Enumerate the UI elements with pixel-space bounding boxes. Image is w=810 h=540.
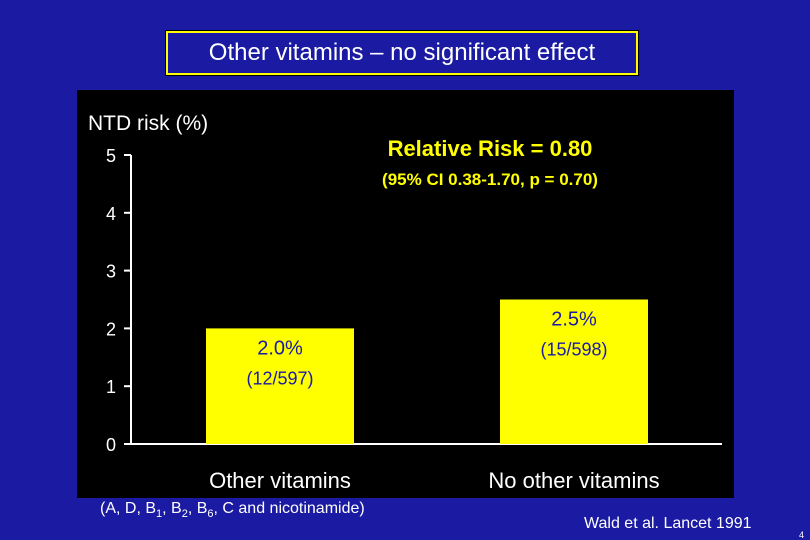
- y-axis-label: NTD risk (%): [88, 112, 208, 135]
- bar-count-label: (12/597): [246, 368, 313, 388]
- relative-risk-annotation: Relative Risk = 0.80: [388, 136, 593, 161]
- citation: Wald et al. Lancet 1991: [584, 515, 752, 532]
- y-tick-label: 0: [106, 435, 116, 455]
- y-tick-label: 2: [106, 319, 116, 339]
- bar-count-label: (15/598): [540, 340, 607, 360]
- bar-value-label: 2.0%: [257, 337, 303, 359]
- x-category-label: Other vitamins: [209, 468, 351, 493]
- bar-value-label: 2.5%: [551, 309, 597, 331]
- y-tick-label: 1: [106, 377, 116, 397]
- x-category-label: No other vitamins: [488, 468, 659, 493]
- y-tick-label: 3: [106, 262, 116, 282]
- vitamin-footnote: (A, D, B1, B2, B6, C and nicotinamide): [100, 500, 365, 521]
- y-tick-label: 5: [106, 146, 116, 166]
- y-tick-label: 4: [106, 204, 116, 224]
- confidence-interval-annotation: (95% CI 0.38-1.70, p = 0.70): [382, 170, 598, 189]
- slide-title: Other vitamins – no significant effect: [165, 30, 639, 76]
- slide-number: 4: [799, 530, 805, 540]
- bar-2: [500, 299, 648, 444]
- bar-1: [206, 328, 354, 444]
